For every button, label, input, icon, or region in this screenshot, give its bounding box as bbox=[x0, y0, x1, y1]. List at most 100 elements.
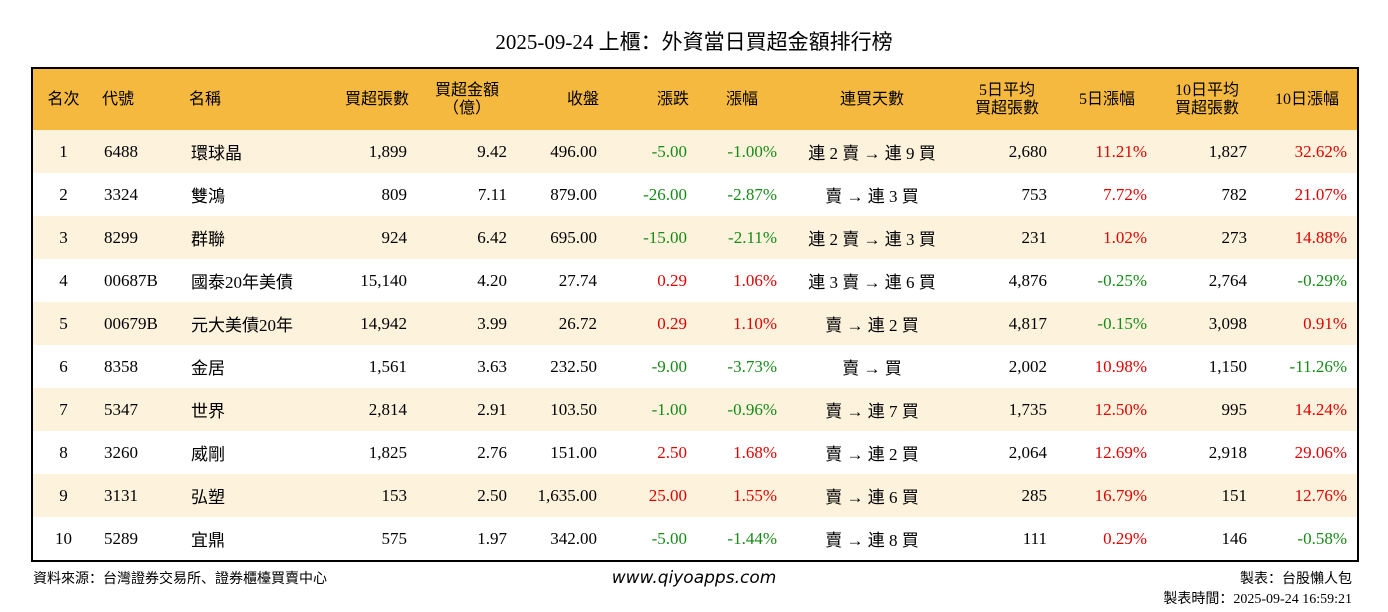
table-cell: 11.21% bbox=[1057, 130, 1157, 173]
table-cell: 111 bbox=[1022, 528, 1047, 548]
table-cell: 賣 → 連 2 買 bbox=[787, 302, 957, 345]
table-cell: 5 bbox=[32, 302, 94, 345]
table-cell: 9 bbox=[32, 474, 94, 517]
table-cell: 4,876 bbox=[1008, 270, 1047, 290]
column-header: 名次 bbox=[32, 68, 94, 130]
table-cell: 496.00 bbox=[517, 130, 607, 173]
table-cell: -2.11% bbox=[697, 216, 787, 259]
table-cell: 1.06% bbox=[733, 270, 777, 290]
table-cell: -0.15% bbox=[1057, 302, 1157, 345]
table-row: 2 3324 雙鴻 809 7.11 879.00 -26.00 -2.87% 賣 → 連 3 … bbox=[32, 173, 1358, 216]
table-cell: 群聯 bbox=[181, 216, 311, 259]
table-cell: -5.00 bbox=[651, 528, 687, 548]
table-cell: 273 bbox=[1157, 216, 1257, 259]
table-cell: 146 bbox=[1221, 528, 1248, 548]
table-cell: -0.29% bbox=[1297, 270, 1347, 290]
column-header: 買超張數 bbox=[311, 68, 417, 130]
table-cell: 雙鴻 bbox=[191, 187, 225, 206]
table-cell: 14.88% bbox=[1257, 216, 1358, 259]
table-cell: 1,150 bbox=[1208, 356, 1247, 376]
table-cell: 威剛 bbox=[191, 445, 225, 464]
table-row: 8 3260 威剛 1,825 2.76 151.00 2.50 1.68% 賣 → 連 2 買… bbox=[32, 431, 1358, 474]
table-cell: 809 bbox=[381, 184, 408, 204]
table-cell: 連 2 賣 → 連 9 買 bbox=[787, 130, 957, 173]
table-cell: 3324 bbox=[104, 184, 138, 204]
table-cell: 1.55% bbox=[697, 474, 787, 517]
table-cell: 6488 bbox=[94, 130, 181, 173]
table-cell: 8299 bbox=[94, 216, 181, 259]
table-cell: -1.00 bbox=[607, 388, 697, 431]
table-cell: 0.29% bbox=[1103, 528, 1147, 548]
table-cell: 151 bbox=[1157, 474, 1257, 517]
table-cell: 1,827 bbox=[1157, 130, 1257, 173]
title: 2025-09-24 上櫃：外資當日買超金額排行榜 bbox=[495, 30, 893, 54]
table-row: 6 8358 金居 1,561 3.63 232.50 -9.00 -3.73% 賣 → 買 2,… bbox=[32, 345, 1358, 388]
table-cell: 1,899 bbox=[311, 130, 417, 173]
column-header: 10日平均 買超張數 bbox=[1157, 68, 1257, 130]
table-cell: 0.29 bbox=[657, 270, 687, 290]
table-row: 7 5347 世界 2,814 2.91 103.50 -1.00 -0.96% 賣 → 連 7… bbox=[32, 388, 1358, 431]
column-header: 連買天數 bbox=[787, 68, 957, 130]
column-header: 買超金額 （億） bbox=[417, 68, 517, 130]
table-cell: 賣 → 連 2 買 bbox=[825, 445, 919, 464]
table-cell: 151.00 bbox=[550, 442, 597, 462]
table-cell: -0.96% bbox=[697, 388, 787, 431]
table-cell: 2 bbox=[59, 184, 68, 204]
table-cell: 1 bbox=[32, 130, 94, 173]
table-cell: 21.07% bbox=[1294, 184, 1347, 204]
table-cell: 27.74 bbox=[558, 270, 597, 290]
table-cell: 1.68% bbox=[733, 442, 777, 462]
table-cell: 2,764 bbox=[1208, 270, 1247, 290]
table-cell: 153 bbox=[311, 474, 417, 517]
table-cell: 2.50 bbox=[657, 442, 687, 462]
table-cell: -5.00 bbox=[607, 130, 697, 173]
table-cell: 賣 → 連 6 買 bbox=[787, 474, 957, 517]
table-cell: 連 3 賣 → 連 6 買 bbox=[808, 273, 936, 292]
table-cell: 12.69% bbox=[1094, 442, 1147, 462]
table-cell: 1,735 bbox=[957, 388, 1057, 431]
header-row: 名次 代號 名稱 買超張數 買超金額 （億） 收盤 漲跌 漲幅 連買天數 5日平均 買超張數 5日漲… bbox=[32, 68, 1358, 130]
table-cell: 賣 → 連 7 買 bbox=[787, 388, 957, 431]
table-cell: 7 bbox=[32, 388, 94, 431]
column-header: 5日漲幅 bbox=[1057, 68, 1157, 130]
table-cell: 0.91% bbox=[1257, 302, 1358, 345]
table-cell: 弘塑 bbox=[181, 474, 311, 517]
column-header: 收盤 bbox=[517, 68, 607, 130]
column-header: 名稱 bbox=[181, 68, 311, 130]
table-cell: 金居 bbox=[191, 359, 225, 378]
table-cell: 1.97 bbox=[477, 528, 507, 548]
table-cell: 10.98% bbox=[1094, 356, 1147, 376]
table-cell: -1.00% bbox=[697, 130, 787, 173]
table-cell: 232.50 bbox=[550, 356, 597, 376]
table-cell: -9.00 bbox=[651, 356, 687, 376]
column-header: 5日平均 買超張數 bbox=[957, 68, 1057, 130]
table-cell: 25.00 bbox=[607, 474, 697, 517]
table-cell: 782 bbox=[1221, 184, 1248, 204]
table-cell: 9.42 bbox=[417, 130, 517, 173]
table-cell: 賣 → 連 3 買 bbox=[825, 187, 919, 206]
table-cell: -26.00 bbox=[643, 184, 687, 204]
table-row: 9 3131 弘塑 153 2.50 1,635.00 25.00 1.55% 賣 → 連 6 … bbox=[32, 474, 1358, 517]
table-cell: -11.26% bbox=[1289, 356, 1347, 376]
table-cell: 連 2 賣 → 連 3 買 bbox=[787, 216, 957, 259]
table-cell: 12.50% bbox=[1057, 388, 1157, 431]
table-cell: 2,002 bbox=[1008, 356, 1047, 376]
table-cell: 1.10% bbox=[697, 302, 787, 345]
table-row: 4 00687B 國泰20年美債 15,140 4.20 27.74 0.29 1.06% 連 … bbox=[32, 259, 1358, 302]
table-cell: -0.58% bbox=[1297, 528, 1347, 548]
table-row: 3 8299 群聯 924 6.42 695.00 -15.00 -2.11% 連 2 賣 → … bbox=[32, 216, 1358, 259]
table-cell: 3260 bbox=[104, 442, 138, 462]
table-cell: 2.76 bbox=[477, 442, 507, 462]
table-cell: 2.91 bbox=[417, 388, 517, 431]
table-cell: 342.00 bbox=[550, 528, 597, 548]
table-cell: -15.00 bbox=[607, 216, 697, 259]
table-cell: 753 bbox=[1021, 184, 1048, 204]
table-row: 1 6488 環球晶 1,899 9.42 496.00 -5.00 -1.00% 連 2 賣 … bbox=[32, 130, 1358, 173]
time: 製表時間：2025-09-24 16:59:21 bbox=[1163, 592, 1352, 607]
table-cell: 5289 bbox=[104, 528, 138, 548]
table-cell: 00679B bbox=[94, 302, 181, 345]
table-cell: 103.50 bbox=[517, 388, 607, 431]
table-cell: 14,942 bbox=[311, 302, 417, 345]
table-cell: 12.76% bbox=[1257, 474, 1358, 517]
site: www.qiyoapps.com bbox=[611, 568, 777, 588]
